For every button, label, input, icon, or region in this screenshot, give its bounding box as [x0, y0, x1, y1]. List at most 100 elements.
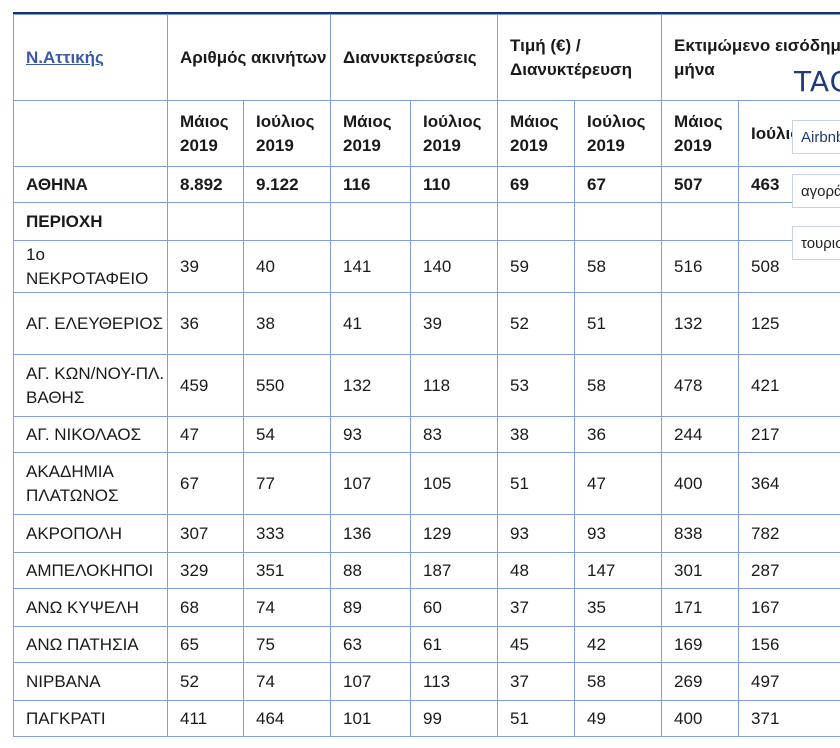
cell-value: 132: [330, 354, 412, 417]
empty-cell: [574, 202, 663, 241]
cell-value: 60: [410, 588, 499, 627]
total-value: 67: [574, 166, 663, 203]
cell-value: 107: [330, 452, 412, 515]
group-header-row: Ν.Αττικής Αριθμός ακινήτων Διανυκτερεύσεις…: [13, 14, 840, 101]
cell-value: 93: [497, 514, 576, 553]
area-name: ΑΚΡΟΠΟΛΗ: [13, 514, 168, 553]
cell-value: 459: [167, 354, 244, 417]
cell-value: 38: [497, 416, 576, 453]
cell-value: 169: [661, 626, 740, 663]
empty-cell: [661, 202, 740, 241]
cell-value: 550: [242, 354, 332, 417]
period-header: Μάιος 2019: [497, 100, 576, 167]
cell-value: 53: [497, 354, 576, 417]
cell-value: 333: [242, 514, 332, 553]
table-row: 1ο ΝΕΚΡΟΤΑΦΕΙΟ 39 40 141 140 59 58 516 508: [13, 240, 840, 293]
table-row: ΑΓ. ΝΙΚΟΛΑΟΣ 47 54 93 83 38 36 244 217: [13, 416, 840, 453]
cell-value: 464: [242, 700, 332, 737]
cell-value: 156: [738, 626, 840, 663]
cell-value: 83: [410, 416, 499, 453]
cell-value: 59: [497, 240, 576, 293]
cell-value: 58: [574, 240, 663, 293]
cell-value: 301: [661, 552, 740, 589]
cell-value: 99: [410, 700, 499, 737]
cell-value: 39: [410, 292, 499, 355]
cell-value: 118: [410, 354, 499, 417]
cell-value: 217: [738, 416, 840, 453]
cell-value: 136: [330, 514, 412, 553]
area-name: ΑΜΠΕΛΟΚΗΠΟΙ: [13, 552, 168, 589]
empty-cell: [13, 100, 168, 167]
cell-value: 93: [574, 514, 663, 553]
table-row: ΑΝΩ ΠΑΤΗΣΙΑ 65 75 63 61 45 42 169 156: [13, 626, 840, 663]
group-header: Διανυκτερεύσεις: [330, 14, 499, 101]
cell-value: 88: [330, 552, 412, 589]
period-header: Μάιος 2019: [330, 100, 412, 167]
total-value: 507: [661, 166, 740, 203]
period-header: Μάιος 2019: [661, 100, 740, 167]
empty-cell: [242, 202, 332, 241]
total-value: 9.122: [242, 166, 332, 203]
cell-value: 41: [330, 292, 412, 355]
area-name: ΑΚΑΔΗΜΙΑ ΠΛΑΤΩΝΟΣ: [13, 452, 168, 515]
cell-value: 105: [410, 452, 499, 515]
empty-cell: [410, 202, 499, 241]
cell-value: 38: [242, 292, 332, 355]
total-value: 116: [330, 166, 412, 203]
cell-value: 167: [738, 588, 840, 627]
cell-value: 101: [330, 700, 412, 737]
tag-chip-airbnb[interactable]: Airbnb: [792, 120, 840, 154]
cell-value: 838: [661, 514, 740, 553]
cell-value: 63: [330, 626, 412, 663]
table-row: ΑΚΑΔΗΜΙΑ ΠΛΑΤΩΝΟΣ 67 77 107 105 51 47 400 364: [13, 452, 840, 515]
cell-value: 171: [661, 588, 740, 627]
cell-value: 39: [167, 240, 244, 293]
cell-value: 54: [242, 416, 332, 453]
cell-value: 36: [574, 416, 663, 453]
airbnb-stats-table: Ν.Αττικής Αριθμός ακινήτων Διανυκτερεύσεις…: [13, 14, 840, 737]
cell-value: 52: [167, 662, 244, 701]
cell-value: 140: [410, 240, 499, 293]
empty-cell: [167, 202, 244, 241]
tag-chip-agora[interactable]: αγορά: [792, 174, 840, 208]
cell-value: 411: [167, 700, 244, 737]
cell-value: 351: [242, 552, 332, 589]
cell-value: 36: [167, 292, 244, 355]
table-top-rule: [13, 12, 840, 14]
cell-value: 48: [497, 552, 576, 589]
cell-value: 497: [738, 662, 840, 701]
table-row: ΑΓ. ΚΩΝ/ΝΟΥ-ΠΛ. ΒΑΘΗΣ 459 550 132 118 53 58 478…: [13, 354, 840, 417]
cell-value: 141: [330, 240, 412, 293]
total-value: 110: [410, 166, 499, 203]
table-row: ΑΓ. ΕΛΕΥΘΕΡΙΟΣ 36 38 41 39 52 51 132 125: [13, 292, 840, 355]
total-value: 69: [497, 166, 576, 203]
total-label: ΑΘΗΝΑ: [13, 166, 168, 203]
cell-value: 40: [242, 240, 332, 293]
cell-value: 51: [497, 452, 576, 515]
cell-value: 37: [497, 588, 576, 627]
cell-value: 77: [242, 452, 332, 515]
cell-value: 364: [738, 452, 840, 515]
cell-value: 287: [738, 552, 840, 589]
tag-chip-tourism[interactable]: τουρισμός: [792, 226, 840, 260]
group-header: Αριθμός ακινήτων: [166, 14, 332, 101]
cell-value: 35: [574, 588, 663, 627]
cell-value: 74: [242, 588, 332, 627]
period-header: Ιούλιος 2019: [410, 100, 499, 167]
group-header: Τιμή (€) / Διανυκτέρευση: [497, 14, 663, 101]
area-name: ΑΓ. ΕΛΕΥΘΕΡΙΟΣ: [13, 292, 168, 355]
cell-value: 58: [574, 662, 663, 701]
cell-value: 107: [330, 662, 412, 701]
cell-value: 37: [497, 662, 576, 701]
cell-value: 68: [167, 588, 244, 627]
total-value: 8.892: [167, 166, 244, 203]
cell-value: 67: [167, 452, 244, 515]
table-row: ΑΚΡΟΠΟΛΗ 307 333 136 129 93 93 838 782: [13, 514, 840, 553]
cell-value: 75: [242, 626, 332, 663]
total-row: ΑΘΗΝΑ 8.892 9.122 116 110 69 67 507 463: [13, 166, 840, 203]
cell-value: 125: [738, 292, 840, 355]
region-link[interactable]: Ν.Αττικής: [26, 47, 104, 67]
empty-cell: [330, 202, 412, 241]
area-name: ΑΓ. ΝΙΚΟΛΑΟΣ: [13, 416, 168, 453]
area-name: ΑΓ. ΚΩΝ/ΝΟΥ-ΠΛ. ΒΑΘΗΣ: [13, 354, 168, 417]
